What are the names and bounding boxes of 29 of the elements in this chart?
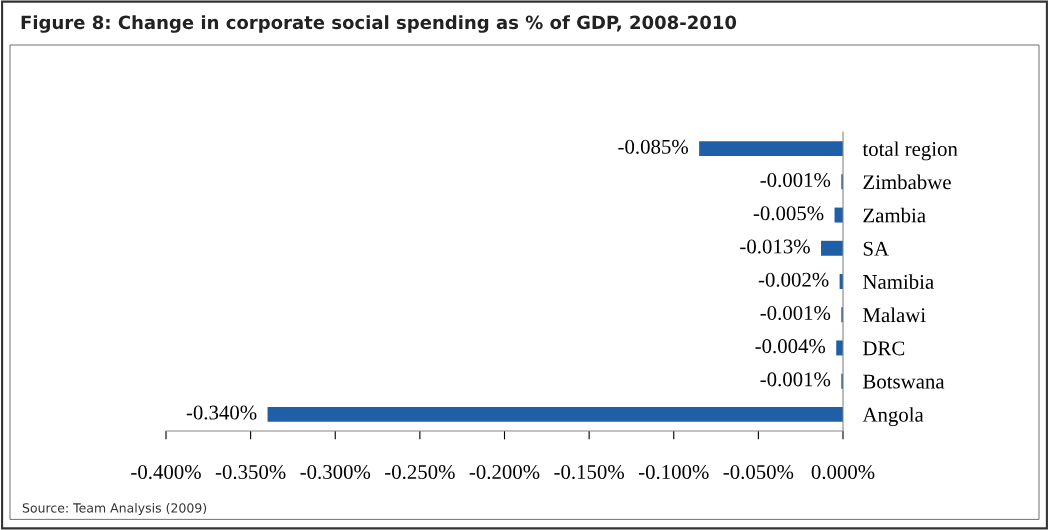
y-tick-label: DRC bbox=[863, 341, 905, 356]
x-tick-label: -0.300% bbox=[300, 464, 371, 480]
y-tick-label: SA bbox=[863, 241, 889, 256]
data-label: -0.004% bbox=[755, 339, 826, 354]
y-tick-label: Botswana bbox=[863, 374, 945, 389]
y-tick-label: Angola bbox=[862, 407, 924, 427]
data-label: -0.340% bbox=[186, 405, 257, 420]
y-tick-label: total region bbox=[862, 141, 958, 161]
data-label: -0.085% bbox=[618, 139, 689, 154]
data-label: -0.001% bbox=[760, 172, 831, 188]
x-tick-label: 0.000% bbox=[811, 464, 875, 480]
data-label: -0.001% bbox=[760, 305, 831, 321]
data-label: -0.013% bbox=[740, 239, 810, 254]
x-tick-label: -0.100% bbox=[638, 464, 709, 480]
y-tick-label: Zimbabwe bbox=[863, 174, 951, 190]
x-tick-label: -0.350% bbox=[215, 464, 286, 480]
source-note: Source: Team Analysis (2009) bbox=[22, 502, 207, 516]
chart-title: Figure 8: Change in corporate social spending as % of GDP, 2008-2010 bbox=[21, 15, 737, 33]
x-tick-label: -0.200% bbox=[469, 464, 540, 480]
y-tick-label: Namibia bbox=[863, 274, 934, 289]
x-tick-label: -0.150% bbox=[554, 464, 624, 480]
data-label: -0.002% bbox=[758, 272, 829, 287]
data-label: -0.005% bbox=[753, 206, 824, 221]
y-tick-label: Zambia bbox=[863, 207, 926, 223]
x-tick-label: -0.250% bbox=[385, 464, 455, 480]
data-label: -0.001% bbox=[760, 372, 831, 387]
x-tick-label: -0.050% bbox=[723, 464, 794, 480]
y-tick-label: Malawi bbox=[863, 307, 926, 323]
x-tick-label: -0.400% bbox=[131, 464, 201, 480]
